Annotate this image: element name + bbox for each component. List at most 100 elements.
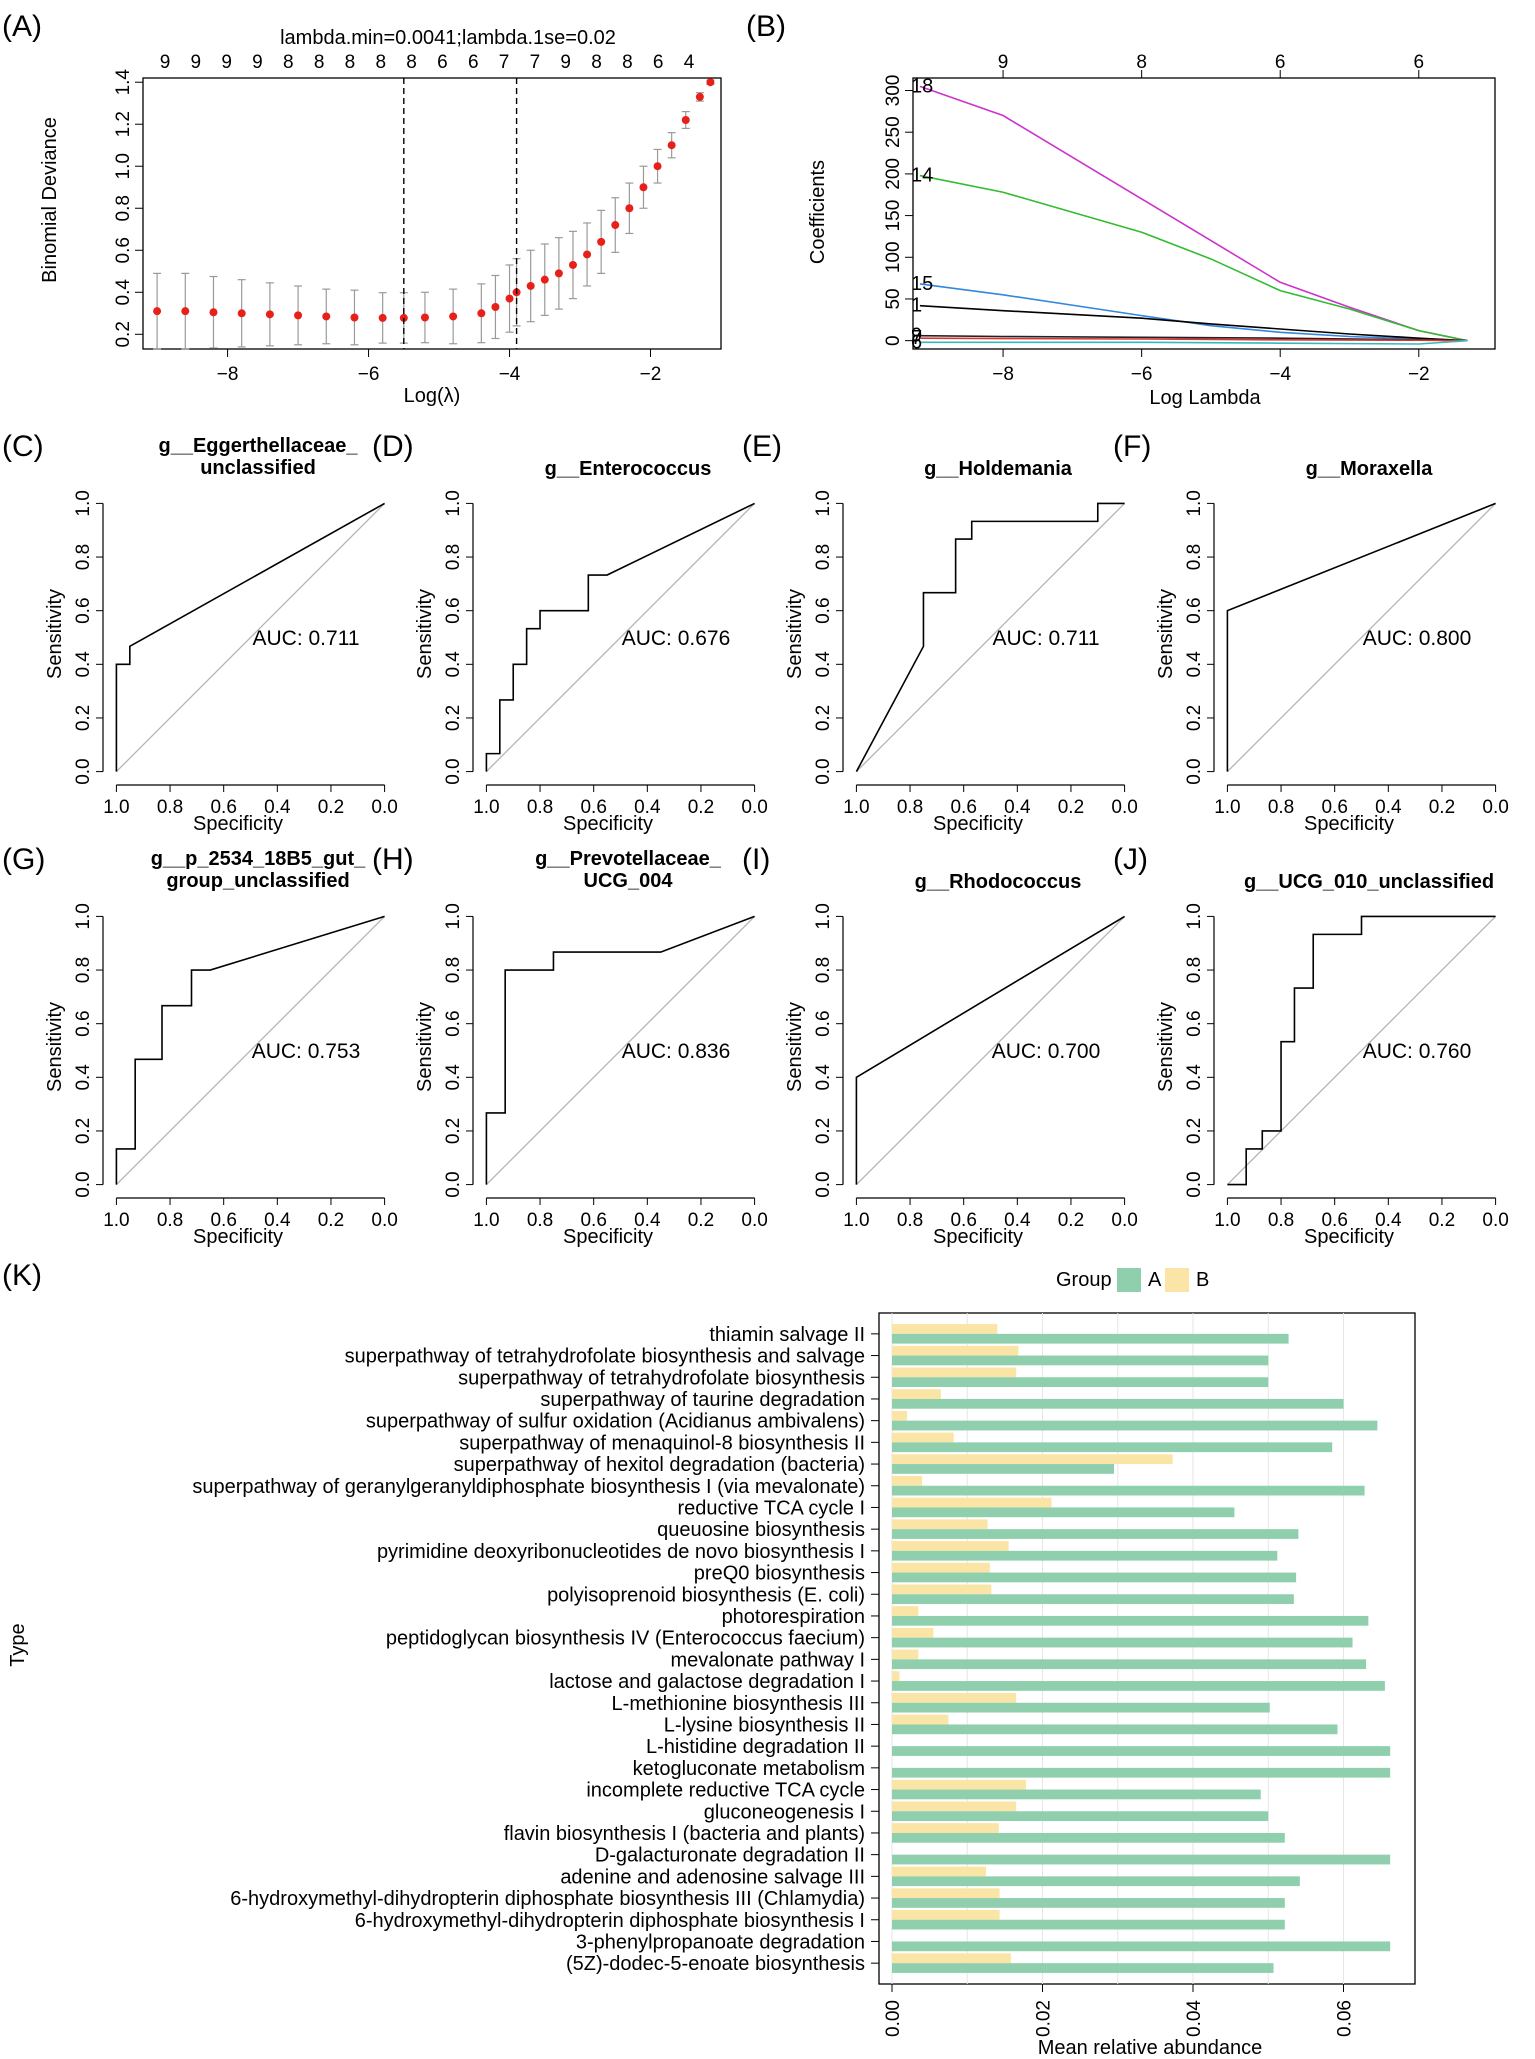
- roc-curve: [1227, 915, 1496, 1186]
- top-tick-label: 8: [406, 52, 417, 73]
- y-tick-label: 200: [883, 158, 904, 190]
- top-tick-label: 9: [191, 52, 202, 73]
- roc-auc-label: AUC: 0.711: [253, 627, 360, 650]
- bar-a: [892, 1876, 1300, 1887]
- panel-f-label: (F): [1113, 430, 1151, 463]
- panel-b-frame: [912, 77, 1496, 350]
- coef-label-7: 7: [911, 327, 922, 349]
- panel-k-label: (K): [2, 1259, 42, 1292]
- bar-a: [892, 1746, 1391, 1756]
- top-tick-label: 9: [221, 52, 232, 73]
- roc-ylabel: Sensitivity: [784, 1002, 806, 1092]
- bar-a: [892, 1398, 1344, 1409]
- roc-panel-c: (C) g__Eggerthellaceae_unclassified AUC: 0…: [2, 430, 398, 835]
- category-label: 6-hydroxymethyl-dihydropterin diphosphat…: [355, 1910, 865, 1932]
- bar-a: [892, 1681, 1385, 1691]
- panel-d-label: (D): [372, 430, 414, 463]
- roc-x-tick-label: 0.6: [950, 1210, 976, 1231]
- bar-a: [892, 1550, 1278, 1561]
- roc-title: group_unclassified: [166, 870, 349, 892]
- bar-a: [892, 1898, 1285, 1908]
- panel-c-label: (C): [2, 430, 44, 463]
- roc-y-tick-label: 0.2: [443, 1118, 464, 1144]
- roc-x-tick-label: 0.8: [897, 797, 923, 818]
- roc-x-tick-label: 1.0: [473, 797, 499, 818]
- category-label: superpathway of menaquinol-8 biosynthesi…: [459, 1432, 865, 1454]
- cv-point: [294, 311, 303, 320]
- roc-y-tick-label: 0.0: [443, 758, 464, 784]
- bar-a: [892, 1767, 1391, 1778]
- roc-diagonal: [485, 915, 756, 1186]
- roc-x-tick-label: 1.0: [843, 797, 869, 818]
- roc-panel-j: (J) g__UCG_010_unclassified AUC: 0.760 1.0 0…: [1113, 843, 1509, 1248]
- x-tick-label: 0.00: [883, 2000, 904, 2037]
- cv-point: [181, 307, 190, 316]
- category-label: ketogluconate metabolism: [633, 1758, 865, 1780]
- roc-y-tick-label: 1.0: [813, 490, 834, 516]
- cv-point: [265, 310, 274, 319]
- y-tick-label: 1.2: [113, 111, 134, 137]
- panel-i-label: (I): [742, 843, 770, 876]
- roc-x-tick-label: 0.8: [157, 797, 183, 818]
- top-tick-label: 8: [314, 52, 325, 73]
- roc-y-tick-label: 0.0: [813, 1171, 834, 1197]
- panel-b-top-ticks: 9 8 6 6: [998, 52, 1424, 78]
- roc-y-tick-label: 0.6: [813, 1010, 834, 1036]
- panel-a-frame: [142, 77, 722, 350]
- category-label: 3-phenylpropanoate degradation: [576, 1931, 865, 1953]
- panel-g-label: (G): [2, 843, 45, 876]
- category-label: 6-hydroxymethyl-dihydropterin diphosphat…: [230, 1888, 865, 1910]
- roc-y-tick-label: 1.0: [1184, 903, 1205, 929]
- y-tick-label: 0: [883, 335, 904, 346]
- roc-y-tick-label: 0.4: [443, 651, 464, 678]
- legend-swatch-b: [1165, 1268, 1189, 1292]
- roc-y-tick-label: 0.6: [813, 597, 834, 623]
- bar-b: [892, 1519, 988, 1530]
- panel-a-ylabel: Binomial Deviance: [39, 117, 61, 283]
- coef-label-9: 9: [911, 325, 922, 347]
- cv-point: [399, 313, 408, 322]
- roc-y-tick-label: 0.0: [1184, 758, 1205, 784]
- cv-point: [477, 309, 486, 318]
- y-tick-label: 150: [883, 200, 904, 232]
- bar-a: [892, 1442, 1333, 1453]
- bar-b: [892, 1562, 990, 1573]
- roc-x-tick-label: 0.4: [634, 797, 661, 818]
- panel-a-title: lambda.min=0.0041;lambda.1se=0.02: [280, 27, 616, 49]
- bar-b: [892, 1345, 1019, 1356]
- y-tick-label: 1.4: [113, 69, 134, 96]
- x-tick-label: −8: [217, 364, 239, 385]
- roc-y-tick-label: 0.4: [73, 651, 94, 678]
- category-label: superpathway of geranylgeranyldiphosphat…: [192, 1476, 865, 1498]
- y-tick-label: 0.4: [113, 279, 134, 306]
- roc-x-tick-label: 0.6: [210, 797, 236, 818]
- cv-point: [491, 302, 500, 311]
- roc-x-tick-label: 0.4: [264, 1210, 291, 1231]
- roc-diagonal: [1226, 915, 1497, 1186]
- top-tick-label: 7: [499, 52, 510, 73]
- cv-point: [322, 312, 331, 321]
- roc-y-tick-label: 0.0: [73, 1171, 94, 1197]
- x-tick-label: −4: [1269, 364, 1291, 385]
- category-label: preQ0 biosynthesis: [694, 1563, 865, 1585]
- y-tick-label: 50: [883, 288, 904, 309]
- y-tick-label: 250: [883, 116, 904, 148]
- roc-curve: [115, 915, 385, 1185]
- roc-auc-label: AUC: 0.760: [1363, 1040, 1472, 1063]
- category-label: L-lysine biosynthesis II: [664, 1714, 865, 1736]
- roc-ylabel: Sensitivity: [44, 589, 66, 679]
- bar-b: [892, 1671, 900, 1682]
- x-tick-label: −8: [992, 364, 1014, 385]
- bar-b: [892, 1627, 934, 1638]
- category-label: flavin biosynthesis I (bacteria and plan…: [504, 1823, 865, 1845]
- bar-a: [892, 1507, 1235, 1518]
- roc-title: unclassified: [200, 457, 316, 479]
- roc-x-tick-label: 0.0: [1482, 1210, 1508, 1231]
- bar-b: [892, 1475, 923, 1486]
- roc-xlabel: Specificity: [1304, 1226, 1394, 1248]
- panel-j-label: (J): [1113, 843, 1148, 876]
- roc-y-tick-label: 0.6: [73, 597, 94, 623]
- category-label: polyisoprenoid biosynthesis (E. coli): [547, 1584, 865, 1606]
